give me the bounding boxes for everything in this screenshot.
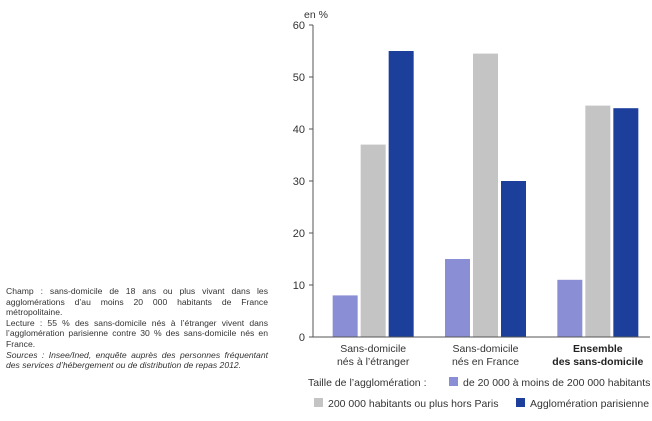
legend-swatch	[516, 398, 525, 407]
sources-note: Sources : Insee/Ined, enquête auprès des…	[6, 349, 268, 371]
x-category-label: nés à l’étranger	[337, 356, 410, 368]
bar	[445, 259, 470, 337]
legend: Taille de l’agglomération : de 20 000 à m…	[308, 377, 650, 410]
y-tick-label: 50	[293, 72, 305, 84]
legend-label: de 20 000 à moins de 200 000 habitants	[463, 377, 650, 389]
scope-note: Champ : sans-domicile de 18 ans ou plus …	[6, 286, 268, 318]
chart-notes: Champ : sans-domicile de 18 ans ou plus …	[6, 286, 268, 371]
bar	[557, 279, 583, 337]
x-category-label: Sans-domicile	[340, 343, 406, 355]
x-category-label: Ensemble	[573, 343, 623, 355]
bars-group	[332, 51, 639, 337]
bar	[388, 51, 414, 337]
y-tick-label: 20	[293, 228, 305, 240]
legend-label: Agglomération parisienne	[530, 398, 649, 410]
y-tick-label: 0	[299, 332, 305, 344]
bar	[473, 53, 498, 337]
y-tick-label: 40	[293, 124, 305, 136]
bar	[360, 144, 386, 337]
legend-swatch	[314, 398, 323, 407]
legend-swatch	[449, 377, 458, 386]
bar	[613, 108, 639, 337]
x-category-label: Sans-domicile	[453, 343, 519, 355]
y-axis-label: en %	[304, 9, 328, 21]
y-tick-label: 60	[293, 20, 305, 32]
bar	[585, 105, 611, 337]
y-tick-label: 30	[293, 176, 305, 188]
y-tick-label: 10	[293, 280, 305, 292]
reading-note: Lecture : 55 % des sans-domicile nés à l…	[6, 317, 268, 349]
x-category-label: nés en France	[452, 356, 519, 368]
x-category-label: des sans-domicile	[552, 356, 643, 368]
legend-label: 200 000 habitants ou plus hors Paris	[328, 398, 498, 410]
bar	[332, 295, 358, 337]
legend-title: Taille de l’agglomération :	[308, 377, 426, 389]
bar	[501, 181, 526, 337]
